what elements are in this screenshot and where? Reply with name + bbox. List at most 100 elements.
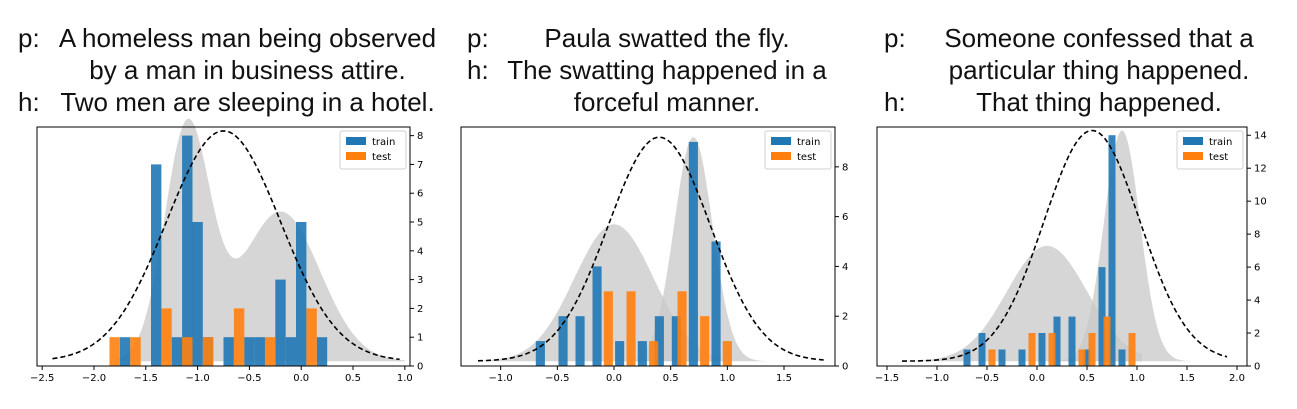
train-bar	[296, 222, 307, 366]
panel-2-caption: p: Paula swatted the fly. h: The swattin…	[432, 22, 864, 122]
train-bar	[575, 316, 585, 366]
train-bar	[592, 266, 602, 366]
x-tick-label: 1.0	[719, 373, 735, 384]
plot-frame	[36, 126, 411, 367]
y-tick-label: 4	[1254, 296, 1260, 307]
prior-curve	[477, 136, 824, 362]
test-bar	[1088, 333, 1096, 366]
x-tick-label: −1.0	[925, 373, 949, 384]
train-bar	[1118, 349, 1126, 366]
train-bar	[275, 279, 286, 366]
x-tick-label: 0.5	[1079, 373, 1095, 384]
legend-label-test: test	[1209, 152, 1228, 163]
legend-label-test: test	[797, 152, 816, 163]
caption-line: p: Someone confessed that a	[864, 22, 1296, 54]
caption-tag: p:	[18, 23, 40, 53]
caption-tag: p:	[884, 23, 906, 53]
y-tick-label: 0	[1254, 362, 1260, 373]
y-tick-label: 8	[842, 162, 848, 173]
test-bar	[109, 337, 120, 366]
x-tick-label: 0.5	[663, 373, 679, 384]
test-bar	[626, 291, 636, 366]
caption-line: particular thing happened.	[864, 54, 1296, 86]
y-tick-label: 7	[417, 160, 423, 171]
train-bar	[223, 337, 234, 366]
caption-text: Two men are sleeping in a hotel.	[60, 87, 435, 117]
y-tick-label: 2	[1254, 329, 1260, 340]
legend-label-train: train	[797, 137, 820, 148]
train-bar	[1053, 316, 1061, 366]
y-tick-label: 1	[417, 333, 423, 344]
train-bar	[963, 349, 971, 366]
train-bar	[182, 135, 193, 366]
legend-swatch-train	[1183, 137, 1203, 145]
y-tick-label: 6	[417, 189, 423, 200]
train-bar	[671, 316, 681, 366]
legend-swatch-test	[771, 152, 791, 160]
caption-text: particular thing happened.	[948, 55, 1250, 85]
prior-curve	[52, 130, 400, 361]
y-tick-label: 6	[842, 212, 848, 223]
panel-1-caption: p: A homeless man being observed by a ma…	[0, 22, 436, 122]
x-tick-label: −1.0	[185, 373, 209, 384]
panel-1: p: A homeless man being observed by a ma…	[0, 0, 436, 409]
caption-line: forceful manner.	[432, 86, 864, 118]
panel-2: p: Paula swatted the fly. h: The swattin…	[432, 0, 864, 409]
test-bar	[1128, 333, 1136, 366]
caption-text: A homeless man being observed	[58, 23, 437, 53]
train-bar	[1038, 333, 1046, 366]
test-bar	[603, 291, 613, 366]
panel-3-caption: p: Someone confessed that a particular t…	[864, 22, 1296, 122]
test-bar	[1028, 333, 1036, 366]
y-tick-label: 5	[417, 218, 423, 229]
test-bar	[1103, 316, 1111, 366]
train-bar	[192, 222, 203, 366]
test-bar	[161, 308, 172, 366]
caption-text: forceful manner.	[573, 87, 761, 117]
x-tick-label: 1.5	[1179, 373, 1195, 384]
plot-frame	[460, 126, 836, 367]
y-tick-label: 0	[842, 362, 848, 373]
test-bar	[700, 316, 710, 366]
y-tick-label: 8	[417, 131, 423, 142]
train-bar	[244, 337, 255, 366]
x-tick-label: −2.0	[82, 373, 106, 384]
y-tick-label: 10	[1254, 197, 1267, 208]
test-bar	[988, 349, 996, 366]
train-bar	[316, 337, 328, 366]
train-bar	[711, 241, 721, 366]
y-tick-label: 8	[1254, 230, 1260, 241]
x-tick-label: −0.5	[545, 373, 569, 384]
x-tick-label: −1.5	[134, 373, 158, 384]
x-tick-label: 0.5	[345, 373, 361, 384]
x-tick-label: −0.5	[237, 373, 261, 384]
y-tick-label: 4	[417, 246, 423, 257]
prior-curve	[902, 129, 1228, 362]
x-tick-label: −2.5	[30, 373, 54, 384]
train-bar	[615, 341, 625, 366]
x-tick-label: 1.5	[776, 373, 792, 384]
x-tick-label: −1.5	[875, 373, 899, 384]
train-bar	[688, 141, 698, 366]
train-bar	[285, 337, 297, 366]
caption-line: p: Paula swatted the fly.	[432, 22, 864, 54]
panel-3: p: Someone confessed that a particular t…	[864, 0, 1296, 409]
histogram-chart-1: −2.5 −2.0 −1.5 −1.0 −0.5 0.0 0.5 1.0 0 1 2 3 4 5 6 7 8 tr…	[30, 118, 423, 384]
y-tick-label: 2	[842, 312, 848, 323]
x-tick-label: 1.0	[1129, 373, 1145, 384]
train-bar	[558, 316, 568, 366]
train-bar	[1098, 267, 1106, 366]
train-bar	[171, 337, 183, 366]
legend-swatch-test	[346, 152, 366, 160]
caption-tag: p:	[467, 23, 489, 53]
test-bar	[722, 341, 732, 366]
y-tick-label: 4	[842, 262, 848, 273]
caption-tag: h:	[884, 87, 906, 117]
test-bar	[677, 291, 687, 366]
y-tick-label: 0	[417, 362, 423, 373]
test-bar	[1078, 349, 1086, 366]
legend-swatch-test	[1183, 152, 1203, 160]
test-bar	[182, 337, 193, 366]
histogram-chart-2: −1.0 −0.5 0.0 0.5 1.0 1.5 0 2 4 6 8 train test	[460, 126, 848, 384]
y-tick-label: 2	[417, 304, 423, 315]
